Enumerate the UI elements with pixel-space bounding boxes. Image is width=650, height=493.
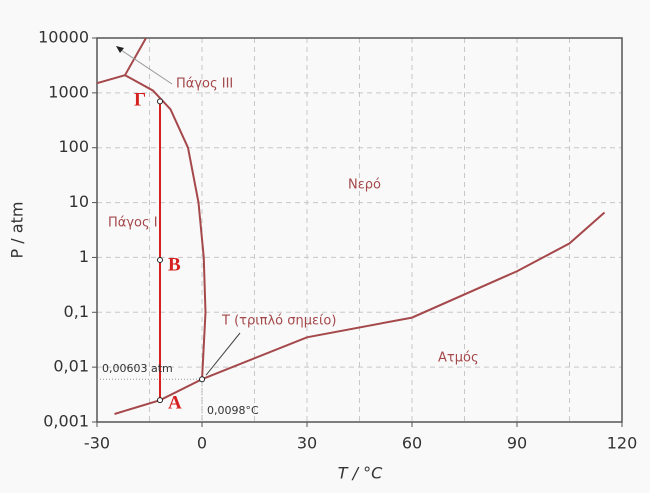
x-tick-label: -30 [84,434,110,453]
annotation: 0,0098°C [207,404,259,417]
y-tick-label: 0,01 [53,357,89,376]
annotation: T (τριπλό σημείο) [221,314,336,329]
annotation: 0,00603 atm [102,362,173,375]
region-label: Πάγος I [108,216,158,231]
y-tick-label: 100 [58,137,89,156]
y-tick-label: 0,001 [43,412,89,431]
point-label: A [168,393,182,414]
region-label: Νερό [348,178,381,193]
triple-point [199,376,206,383]
state-point [157,256,163,263]
y-tick-label: 10 [69,192,89,211]
y-tick-label: 1 [79,247,89,266]
phase-boundary [124,37,147,76]
region-label: Ατμός [438,351,479,366]
y-tick-label: 0,1 [64,302,89,321]
x-tick-label: 30 [297,434,317,453]
point-label: B [168,254,181,275]
region-label: Πάγος III [176,77,233,92]
phase-boundary [124,74,207,380]
x-tick-label: 60 [402,434,422,453]
arrow [205,332,241,376]
y-tick-label: 10000 [38,28,89,47]
y-axis-label: P / atm [8,202,27,259]
phase-boundary [96,74,126,85]
x-tick-label: 120 [607,434,638,453]
x-tick-label: 90 [507,434,527,453]
x-tick-label: 0 [197,434,207,453]
arrow-head [116,46,124,53]
phase-boundary [201,211,606,381]
state-point [157,98,163,105]
arrow [117,47,173,85]
y-tick-label: 1000 [48,82,89,101]
plot-frame [96,37,623,423]
state-point [157,397,163,404]
x-axis-label: T / °C [338,464,383,483]
point-label: Γ [134,90,146,111]
